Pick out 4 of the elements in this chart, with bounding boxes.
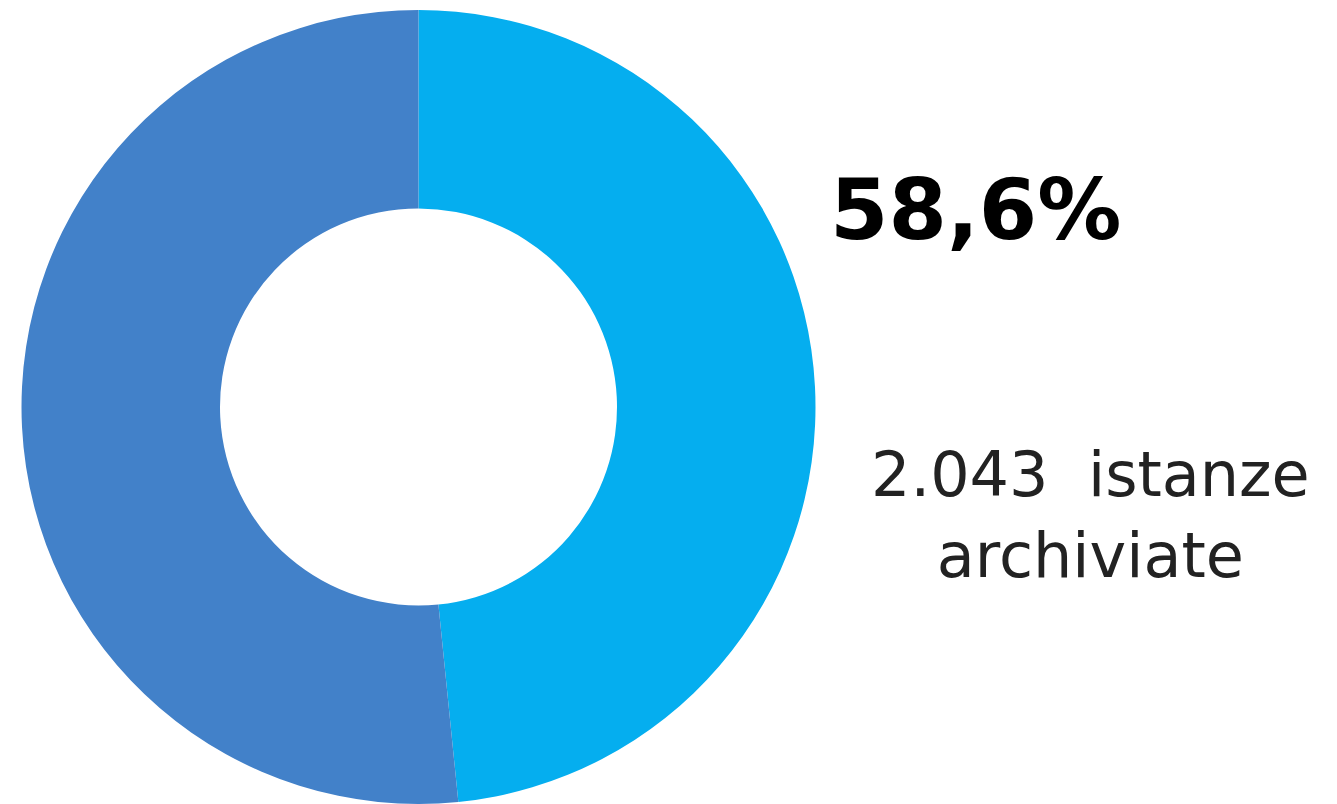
text: 58,6% [830,161,1122,259]
text: 2.043 istanze archiviate [871,438,1310,592]
donut-slice [21,10,459,804]
donut-slice [418,10,815,802]
